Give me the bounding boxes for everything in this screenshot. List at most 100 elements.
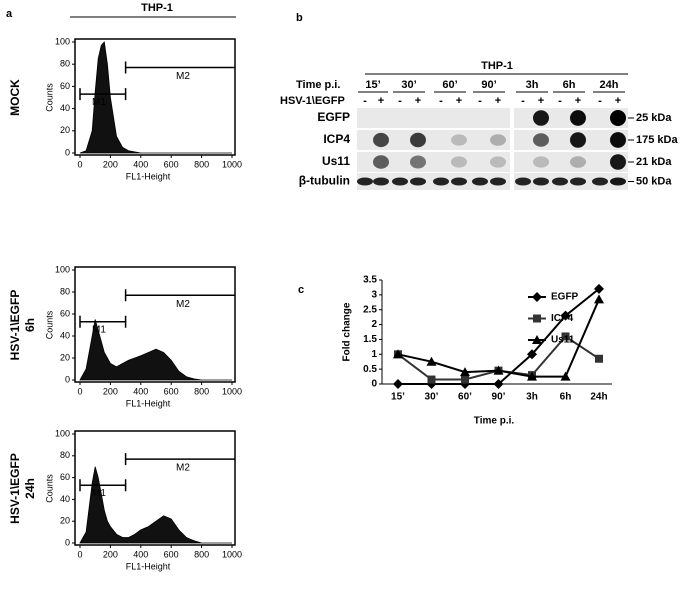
x-tick-label: 200 (103, 549, 118, 559)
marker (533, 314, 541, 323)
gate-label: M1 (92, 97, 106, 108)
gate-m1 (79, 479, 127, 492)
legend-label: Us11 (551, 335, 575, 346)
marker (393, 349, 403, 359)
x-tick-label: 800 (194, 159, 209, 169)
band (533, 156, 549, 168)
band (433, 177, 449, 186)
band (610, 132, 626, 148)
gate-label: M1 (92, 488, 106, 499)
marker (532, 335, 542, 344)
gate-label: M2 (176, 463, 190, 474)
y-tick-label: 100 (55, 428, 70, 438)
time-label: Time p.i. (296, 79, 340, 91)
gate-m2 (124, 453, 235, 466)
legend-label: ICP4 (551, 313, 574, 324)
sign: - (598, 95, 602, 107)
band (570, 156, 586, 168)
row-label: HSV-1\EGFP (8, 290, 22, 361)
x-tick-label: 0 (77, 549, 82, 559)
plot-frame (74, 430, 236, 546)
y-tick-label: 60 (60, 308, 70, 318)
x-tick-label: 400 (133, 549, 148, 559)
y-tick-label: 20 (60, 125, 70, 135)
x-axis-label: FL1-Height (126, 561, 171, 571)
y-axis-label: Fold change (342, 302, 353, 361)
marker (427, 375, 436, 384)
blot-strip (357, 108, 510, 128)
y-tick-label: 20 (60, 352, 70, 362)
row-label: EGFP (317, 110, 350, 124)
y-tick-label: 0.5 (363, 364, 377, 375)
y-tick-label: 40 (60, 103, 70, 113)
marker (461, 375, 469, 384)
marker (594, 294, 604, 304)
band (373, 132, 389, 148)
x-tick-label: 800 (194, 386, 209, 396)
marker (493, 379, 504, 389)
y-tick-label: 0 (65, 147, 70, 157)
row-label: MOCK (8, 79, 22, 116)
sign: + (378, 95, 384, 107)
band (451, 177, 467, 186)
marker (527, 349, 537, 360)
band (373, 177, 389, 186)
row-label: 24h (23, 478, 37, 499)
y-axis-label: Counts (44, 310, 54, 339)
y-tick-label: 2.5 (363, 304, 377, 315)
blot-strip (357, 130, 510, 150)
x-tick-label: 30’ (425, 392, 439, 403)
y-tick-label: 40 (60, 494, 70, 504)
y-tick-label: 0 (371, 379, 377, 390)
x-tick-label: 0 (77, 159, 82, 169)
gate-m1 (79, 88, 127, 101)
marker (560, 371, 571, 381)
panel-label: a (6, 8, 13, 20)
band (490, 177, 506, 186)
x-tick-label: 1000 (222, 386, 242, 396)
y-tick-label: 80 (60, 59, 70, 69)
y-tick-label: 80 (60, 450, 70, 460)
panel-label: b (296, 12, 303, 24)
x-tick-label: 400 (133, 159, 148, 169)
x-tick-label: 24h (590, 392, 607, 403)
sign: + (495, 95, 501, 107)
sign: + (415, 95, 421, 107)
band (410, 155, 426, 169)
gate-m2 (124, 289, 235, 302)
band (570, 177, 586, 186)
time-label: 3h (526, 79, 539, 91)
x-tick-label: 90’ (492, 392, 506, 403)
band (410, 177, 426, 186)
x-tick-label: 800 (194, 549, 209, 559)
blot-strip (357, 152, 510, 172)
y-tick-label: 60 (60, 81, 70, 91)
time-label: 30’ (401, 79, 416, 91)
size-label: 21 kDa (636, 156, 672, 168)
band (373, 155, 389, 169)
x-tick-label: 200 (103, 159, 118, 169)
time-label: 15’ (365, 79, 380, 91)
band (410, 132, 426, 148)
size-label: 175 kDa (636, 134, 678, 146)
panel-title: THP-1 (141, 2, 173, 14)
band (392, 177, 408, 186)
x-tick-label: 400 (133, 386, 148, 396)
size-label: 25 kDa (636, 112, 672, 124)
histogram (79, 41, 232, 154)
time-label: 24h (600, 79, 619, 91)
band (533, 133, 549, 147)
y-tick-label: 2 (371, 319, 377, 330)
marker (594, 283, 604, 294)
plot-frame (74, 38, 236, 156)
gate-label: M2 (176, 71, 190, 82)
marker (561, 332, 570, 341)
x-tick-label: 600 (164, 159, 179, 169)
y-tick-label: 3.5 (363, 275, 377, 286)
y-tick-label: 1 (371, 349, 377, 360)
sign: + (575, 95, 581, 107)
gate-label: M1 (92, 324, 106, 335)
band (570, 132, 586, 148)
